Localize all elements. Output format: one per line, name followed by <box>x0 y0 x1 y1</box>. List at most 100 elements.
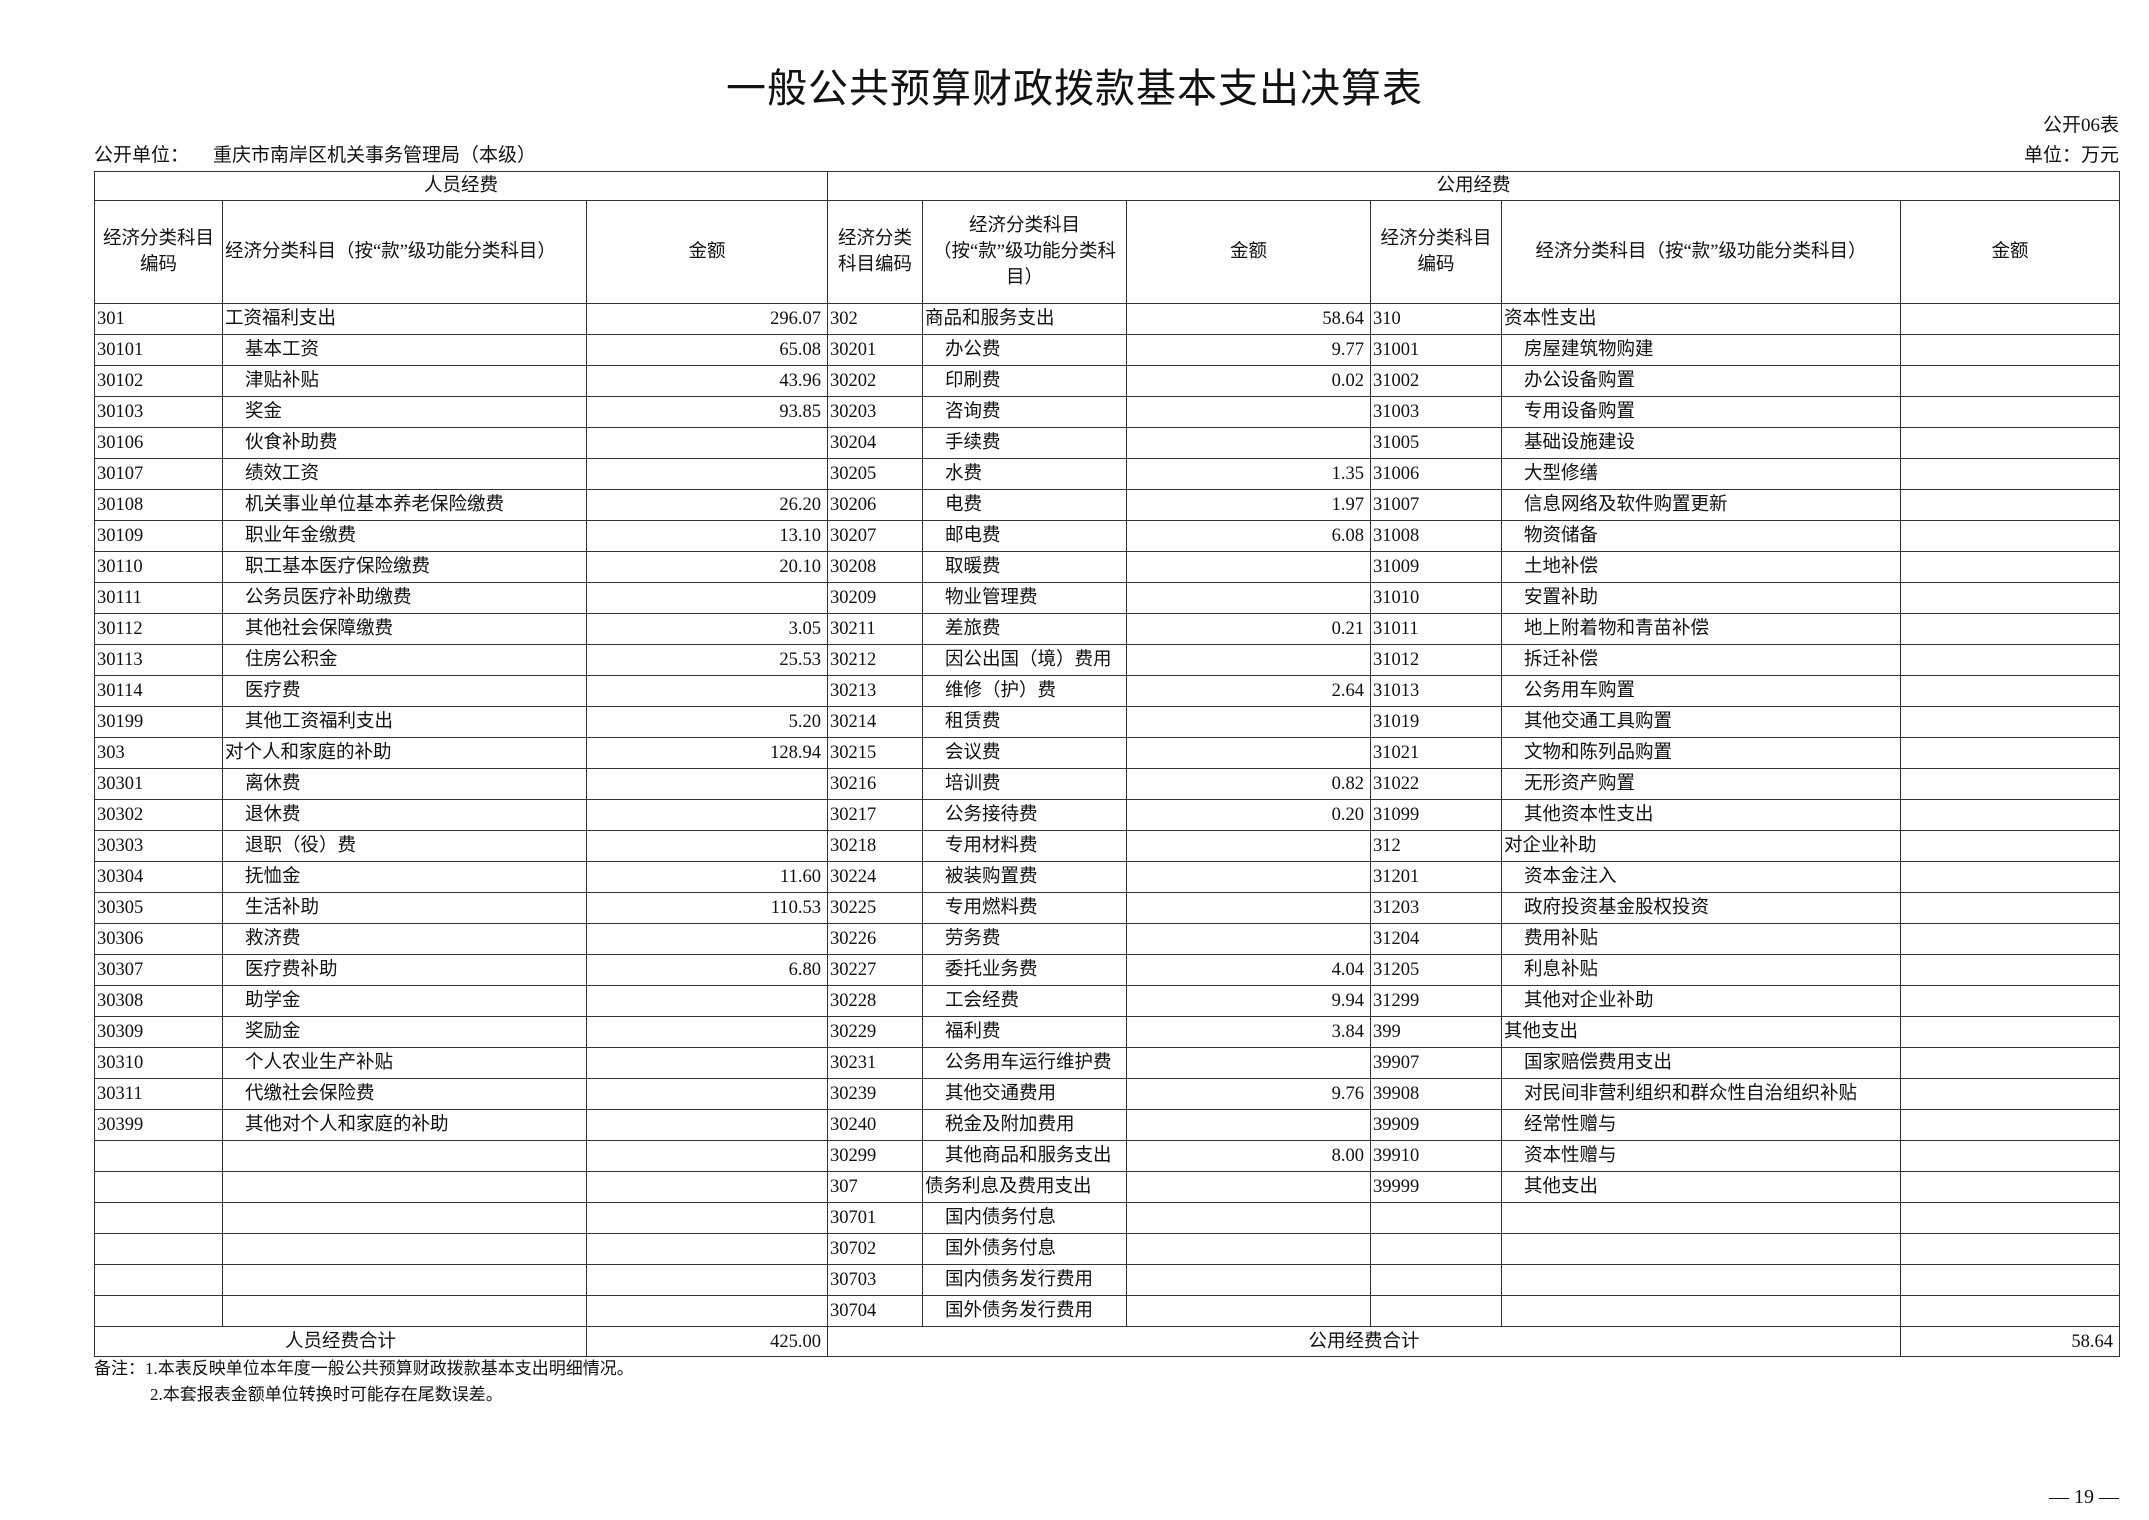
capital-code-cell: 31010 <box>1370 582 1502 614</box>
personnel-code-cell: 30307 <box>94 954 223 986</box>
goods-name-cell: 租赁费 <box>922 706 1127 738</box>
personnel-name-cell <box>222 1233 587 1265</box>
capital-name-cell: 利息补贴 <box>1501 954 1901 986</box>
capital-amount-cell <box>1900 458 2120 490</box>
personnel-name-cell: 个人农业生产补贴 <box>222 1047 587 1079</box>
table-row: 30111 公务员医疗补助缴费 30209 物业管理费 31010 安置补助 <box>94 582 2120 614</box>
personnel-name-cell: 职工基本医疗保险缴费 <box>222 551 587 583</box>
goods-code-cell: 30225 <box>827 892 923 924</box>
personnel-code-cell: 30308 <box>94 985 223 1017</box>
header-name: 经济分类科目（按“款”级功能分类科目） <box>922 200 1127 304</box>
goods-amount-cell <box>1126 892 1371 924</box>
personnel-name-cell <box>222 1202 587 1234</box>
goods-amount-cell: 0.02 <box>1126 365 1371 397</box>
personnel-name-cell: 其他工资福利支出 <box>222 706 587 738</box>
capital-code-cell: 31006 <box>1370 458 1502 490</box>
goods-code-cell: 30205 <box>827 458 923 490</box>
personnel-code-cell: 30311 <box>94 1078 223 1110</box>
header-amount: 金额 <box>586 200 828 304</box>
goods-code-cell: 30212 <box>827 644 923 676</box>
goods-name-cell: 维修（护）费 <box>922 675 1127 707</box>
capital-code-cell: 31299 <box>1370 985 1502 1017</box>
capital-amount-cell <box>1900 365 2120 397</box>
capital-amount-cell <box>1900 923 2120 955</box>
table-row: 30106 伙食补助费 30204 手续费 31005 基础设施建设 <box>94 427 2120 459</box>
capital-amount-cell <box>1900 489 2120 521</box>
capital-name-cell: 对企业补助 <box>1501 830 1901 862</box>
capital-code-cell: 31013 <box>1370 675 1502 707</box>
goods-name-cell: 手续费 <box>922 427 1127 459</box>
personnel-code-cell: 30103 <box>94 396 223 428</box>
personnel-name-cell: 医疗费补助 <box>222 954 587 986</box>
goods-code-cell: 30226 <box>827 923 923 955</box>
header-amount: 金额 <box>1900 200 2120 304</box>
goods-code-cell: 30239 <box>827 1078 923 1110</box>
goods-amount-cell <box>1126 923 1371 955</box>
capital-name-cell: 其他资本性支出 <box>1501 799 1901 831</box>
personnel-code-cell <box>94 1171 223 1203</box>
capital-amount-cell <box>1900 892 2120 924</box>
capital-amount-cell <box>1900 613 2120 645</box>
capital-name-cell: 经常性赠与 <box>1501 1109 1901 1141</box>
goods-name-cell: 劳务费 <box>922 923 1127 955</box>
goods-name-cell: 工会经费 <box>922 985 1127 1017</box>
goods-name-cell: 商品和服务支出 <box>922 303 1127 335</box>
capital-code-cell <box>1370 1295 1502 1327</box>
capital-code-cell <box>1370 1202 1502 1234</box>
personnel-name-cell: 其他社会保障缴费 <box>222 613 587 645</box>
goods-code-cell: 30299 <box>827 1140 923 1172</box>
goods-code-cell: 30227 <box>827 954 923 986</box>
capital-name-cell: 文物和陈列品购置 <box>1501 737 1901 769</box>
capital-amount-cell <box>1900 954 2120 986</box>
goods-amount-cell <box>1126 830 1371 862</box>
capital-code-cell: 31019 <box>1370 706 1502 738</box>
capital-code-cell: 312 <box>1370 830 1502 862</box>
capital-name-cell: 地上附着物和青苗补偿 <box>1501 613 1901 645</box>
money-unit: 单位：万元 <box>2023 145 2119 166</box>
personnel-total-label: 人员经费合计 <box>94 1326 587 1357</box>
personnel-amount-cell: 25.53 <box>586 644 828 676</box>
goods-amount-cell: 6.08 <box>1126 520 1371 552</box>
capital-name-cell: 专用设备购置 <box>1501 396 1901 428</box>
goods-code-cell: 30207 <box>827 520 923 552</box>
goods-code-cell: 307 <box>827 1171 923 1203</box>
goods-amount-cell <box>1126 396 1371 428</box>
goods-name-cell: 专用材料费 <box>922 830 1127 862</box>
goods-name-cell: 国外债务付息 <box>922 1233 1127 1265</box>
capital-amount-cell <box>1900 985 2120 1017</box>
capital-code-cell: 310 <box>1370 303 1502 335</box>
capital-amount-cell <box>1900 1016 2120 1048</box>
header-amount: 金额 <box>1126 200 1371 304</box>
personnel-name-cell: 伙食补助费 <box>222 427 587 459</box>
goods-code-cell: 30204 <box>827 427 923 459</box>
capital-name-cell: 对民间非营利组织和群众性自治组织补贴 <box>1501 1078 1901 1110</box>
capital-code-cell: 31005 <box>1370 427 1502 459</box>
table-row: 30309 奖励金 30229 福利费 3.84 399 其他支出 <box>94 1016 2120 1048</box>
goods-code-cell: 30240 <box>827 1109 923 1141</box>
table-row: 30108 机关事业单位基本养老保险缴费 26.20 30206 电费 1.97 31007… <box>94 489 2120 521</box>
personnel-name-cell: 基本工资 <box>222 334 587 366</box>
header-public: 公用经费 <box>827 171 2120 201</box>
capital-amount-cell <box>1900 582 2120 614</box>
table-row: 30311 代缴社会保险费 30239 其他交通费用 9.76 39908 对民间非营利组织… <box>94 1078 2120 1110</box>
capital-code-cell: 31002 <box>1370 365 1502 397</box>
header-code: 经济分类科目编码 <box>94 200 223 304</box>
personnel-name-cell: 救济费 <box>222 923 587 955</box>
goods-name-cell: 取暖费 <box>922 551 1127 583</box>
goods-name-cell: 公务接待费 <box>922 799 1127 831</box>
personnel-name-cell <box>222 1171 587 1203</box>
capital-code-cell: 31204 <box>1370 923 1502 955</box>
personnel-amount-cell <box>586 1016 828 1048</box>
goods-amount-cell <box>1126 1264 1371 1296</box>
personnel-code-cell: 30301 <box>94 768 223 800</box>
capital-code-cell: 31012 <box>1370 644 1502 676</box>
personnel-amount-cell: 26.20 <box>586 489 828 521</box>
goods-name-cell: 水费 <box>922 458 1127 490</box>
goods-amount-cell: 4.04 <box>1126 954 1371 986</box>
personnel-amount-cell <box>586 985 828 1017</box>
personnel-code-cell: 30109 <box>94 520 223 552</box>
goods-amount-cell <box>1126 427 1371 459</box>
personnel-amount-cell <box>586 1140 828 1172</box>
goods-amount-cell: 0.82 <box>1126 768 1371 800</box>
capital-name-cell: 大型修缮 <box>1501 458 1901 490</box>
